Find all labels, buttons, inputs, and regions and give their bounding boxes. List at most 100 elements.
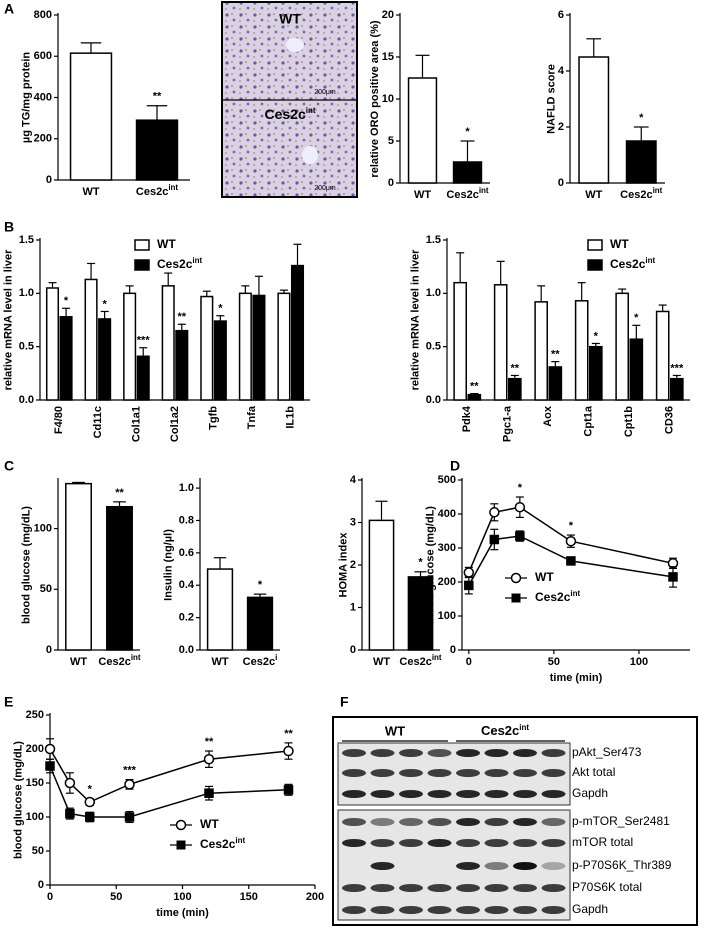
scale-bar-label: 200μm: [314, 185, 336, 192]
x-axis-label: time (min): [156, 907, 209, 919]
band: [342, 884, 366, 892]
x-tick-label: Ces2cint: [399, 653, 442, 668]
significance: *: [103, 298, 108, 310]
band: [456, 790, 480, 798]
y-tick-label: 0.0: [179, 644, 194, 656]
y-tick-label: 0.6: [179, 547, 194, 559]
y-tick-label: 6: [558, 9, 564, 21]
band: [513, 862, 537, 870]
significance: *: [465, 126, 470, 138]
y-axis-label: µg TG/mg protein: [20, 52, 32, 144]
significance: *: [64, 295, 69, 307]
y-tick-label: 300: [438, 542, 456, 554]
significance: ***: [123, 765, 137, 777]
band: [456, 749, 480, 757]
bar: [238, 292, 252, 401]
label-text: Ces2c: [98, 656, 130, 668]
y-tick-label: 1.0: [179, 482, 194, 494]
y-axis-label: Insulin (ng/µl): [162, 529, 174, 601]
y-axis-label: blood glucose (mg/dL): [12, 741, 24, 859]
band: [399, 884, 423, 892]
band: [513, 818, 537, 826]
x-tick-label: WT: [373, 656, 390, 668]
y-tick-label: 1: [350, 601, 356, 613]
bar: [534, 301, 548, 401]
significance: ***: [670, 362, 684, 374]
line: [49, 765, 289, 818]
bar: [65, 482, 92, 651]
bar: [246, 596, 274, 651]
band: [456, 906, 480, 914]
band: [513, 839, 537, 847]
x-tick-label: CD36: [664, 406, 676, 434]
bar: [407, 77, 438, 184]
y-tick-label: 0: [38, 879, 44, 891]
marker: [204, 788, 214, 798]
label-text: WT: [585, 189, 602, 201]
band: [427, 884, 452, 892]
legend-swatch: [587, 239, 603, 251]
band: [484, 769, 509, 777]
legend-label: WT: [200, 817, 219, 831]
bar: [69, 52, 113, 181]
y-tick-label: 1.5: [19, 234, 34, 246]
bar: [161, 285, 175, 401]
bar: [615, 292, 629, 401]
label-text: Ces2c: [243, 656, 275, 668]
bar: [206, 568, 234, 651]
y-tick-label: 150: [26, 777, 44, 789]
y-tick-label: 1.5: [426, 234, 441, 246]
y-tick-label: 1.0: [426, 287, 441, 299]
band: [541, 790, 566, 798]
y-tick-label: 0.2: [179, 612, 194, 624]
bar: [452, 161, 483, 184]
marker: [65, 808, 75, 819]
row-label: Gapdh: [572, 786, 608, 800]
significance: **: [284, 728, 293, 740]
bar: [290, 264, 305, 401]
x-tick-label: Tnfa: [246, 405, 258, 429]
chart: 0 50 100 150 200 250 blood glucose (mg/dL) 0 50 1…: [12, 709, 324, 919]
band: [342, 749, 366, 757]
x-tick-label: Ces2cint: [136, 183, 179, 198]
y-tick-label: 20: [382, 9, 394, 21]
row-label: p-P70S6K_Thr389: [572, 858, 672, 872]
micrograph-label: WT: [279, 11, 301, 27]
band: [370, 906, 395, 914]
band: [456, 862, 480, 870]
bar: [625, 140, 657, 184]
bar: [135, 119, 179, 181]
band: [370, 884, 395, 892]
band: [484, 906, 509, 914]
bar: [508, 377, 522, 401]
marker: [566, 556, 576, 566]
marker: [283, 745, 294, 757]
band: [399, 790, 423, 798]
x-tick-label: WT: [82, 186, 99, 198]
bar: [84, 278, 98, 401]
x-tick-label: WT: [211, 656, 228, 668]
significance: *: [218, 303, 223, 315]
label-text: WT: [82, 186, 99, 198]
x-tick-label: Aox: [542, 405, 554, 427]
vessel: [302, 146, 318, 164]
chart: 0.0 0.5 1.0 1.5 relative mRNA level in liver…: [2, 234, 310, 442]
band: [370, 749, 395, 757]
bar: [59, 316, 73, 401]
y-tick-label: 200: [26, 743, 44, 755]
x-tick-label: Ces2ci: [243, 653, 278, 668]
y-tick-label: 4: [350, 474, 357, 486]
significance: **: [511, 362, 520, 374]
x-tick-label: Ces2cint: [620, 186, 663, 201]
row-label: Gapdh: [572, 902, 608, 916]
y-tick-label: 4: [558, 65, 565, 77]
bar: [368, 519, 395, 651]
band: [370, 839, 395, 847]
bar: [655, 310, 670, 401]
superscript: int: [645, 256, 655, 265]
marker: [45, 761, 55, 771]
marker: [283, 785, 294, 795]
legend-marker: [176, 840, 186, 850]
y-tick-label: 100: [34, 522, 52, 534]
